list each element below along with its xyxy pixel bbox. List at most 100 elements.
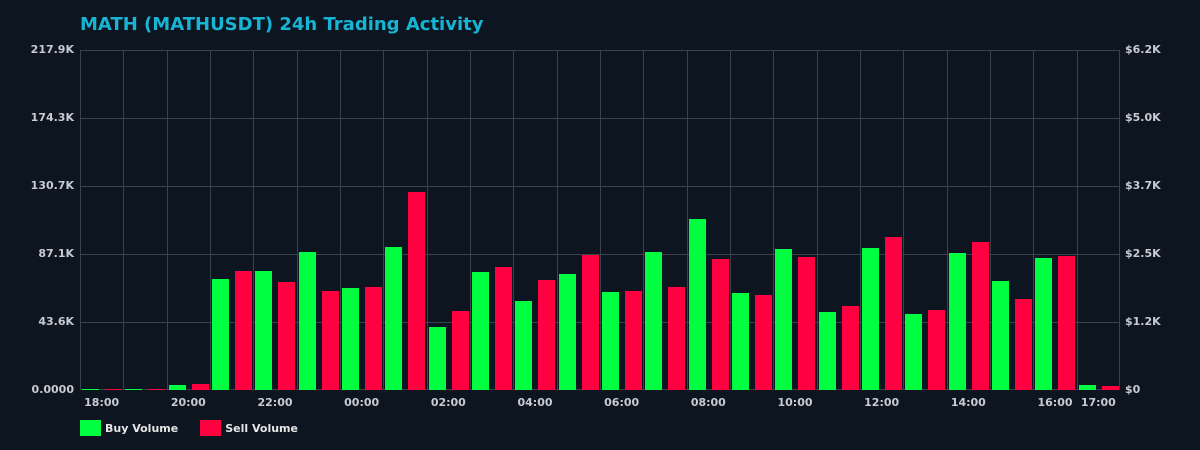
buy-volume-bar[interactable]	[299, 252, 316, 390]
sell-volume-bar[interactable]	[755, 295, 772, 390]
v-gridline	[167, 50, 168, 390]
sell-volume-bar[interactable]	[148, 389, 165, 390]
sell-volume-bar[interactable]	[1015, 299, 1032, 390]
v-gridline	[297, 50, 298, 390]
sell-volume-bar[interactable]	[928, 310, 945, 390]
v-gridline	[817, 50, 818, 390]
v-gridline	[210, 50, 211, 390]
sell-volume-bar[interactable]	[192, 384, 209, 390]
x-tick-label: 17:00	[1080, 396, 1116, 409]
x-tick-label: 16:00	[1037, 396, 1073, 409]
v-gridline	[687, 50, 688, 390]
buy-volume-bar[interactable]	[385, 247, 402, 390]
sell-volume-bar[interactable]	[625, 291, 642, 390]
buy-volume-bar[interactable]	[645, 252, 662, 390]
legend-item-sell[interactable]: Sell Volume	[200, 420, 300, 436]
sell-volume-bar[interactable]	[105, 389, 122, 390]
buy-volume-bar[interactable]	[775, 249, 792, 390]
v-gridline	[253, 50, 254, 390]
legend-label-buy: Buy Volume	[105, 421, 179, 435]
sell-volume-bar[interactable]	[452, 311, 469, 390]
sell-volume-bar[interactable]	[582, 255, 599, 390]
buy-volume-bar[interactable]	[1079, 385, 1096, 390]
buy-volume-bar[interactable]	[82, 389, 99, 390]
v-gridline	[947, 50, 948, 390]
sell-swatch-icon	[200, 420, 222, 436]
y-tick-left: 0.0000	[31, 383, 74, 396]
sell-volume-bar[interactable]	[972, 242, 989, 390]
buy-swatch-icon	[80, 420, 101, 436]
y-tick-right: $1.2K	[1125, 315, 1161, 328]
y-tick-left: 174.3K	[30, 111, 74, 124]
buy-volume-bar[interactable]	[472, 272, 489, 390]
v-gridline	[990, 50, 991, 390]
v-gridline	[383, 50, 384, 390]
v-gridline	[1033, 50, 1034, 390]
x-tick-label: 12:00	[864, 396, 900, 409]
buy-volume-bar[interactable]	[429, 327, 446, 390]
y-tick-right: $5.0K	[1125, 111, 1161, 124]
v-gridline	[1077, 50, 1078, 390]
sell-volume-bar[interactable]	[495, 267, 512, 390]
v-gridline	[427, 50, 428, 390]
y-tick-right: $0	[1125, 383, 1141, 396]
buy-volume-bar[interactable]	[819, 312, 836, 390]
v-gridline	[773, 50, 774, 390]
buy-volume-bar[interactable]	[689, 219, 706, 390]
x-tick-label: 22:00	[257, 396, 293, 409]
sell-volume-bar[interactable]	[235, 271, 252, 390]
sell-volume-bar[interactable]	[712, 259, 729, 390]
sell-volume-bar[interactable]	[322, 291, 339, 390]
sell-volume-bar[interactable]	[842, 306, 859, 390]
v-gridline	[123, 50, 124, 390]
sell-volume-bar[interactable]	[365, 287, 382, 390]
buy-volume-bar[interactable]	[862, 248, 879, 390]
v-gridline	[340, 50, 341, 390]
y-tick-right: $3.7K	[1125, 179, 1161, 192]
buy-volume-bar[interactable]	[905, 314, 922, 390]
x-tick-label: 18:00	[84, 396, 120, 409]
x-tick-label: 10:00	[777, 396, 813, 409]
y-tick-left: 43.6K	[38, 315, 74, 328]
sell-volume-bar[interactable]	[668, 287, 685, 390]
buy-volume-bar[interactable]	[1035, 258, 1052, 390]
y-tick-left: 130.7K	[30, 179, 74, 192]
v-gridline	[643, 50, 644, 390]
v-gridline	[730, 50, 731, 390]
legend-item-buy[interactable]: Buy Volume	[80, 420, 180, 436]
buy-volume-bar[interactable]	[125, 389, 142, 390]
buy-volume-bar[interactable]	[559, 274, 576, 390]
buy-volume-bar[interactable]	[212, 279, 229, 390]
buy-volume-bar[interactable]	[515, 301, 532, 390]
buy-volume-bar[interactable]	[732, 293, 749, 390]
buy-volume-bar[interactable]	[992, 281, 1009, 390]
sell-volume-bar[interactable]	[1058, 256, 1075, 390]
x-tick-label: 00:00	[344, 396, 380, 409]
sell-volume-bar[interactable]	[885, 237, 902, 390]
v-gridline	[903, 50, 904, 390]
sell-volume-bar[interactable]	[278, 282, 295, 390]
sell-volume-bar[interactable]	[408, 192, 425, 390]
buy-volume-bar[interactable]	[602, 292, 619, 390]
buy-volume-bar[interactable]	[342, 288, 359, 390]
x-tick-label: 14:00	[950, 396, 986, 409]
buy-volume-bar[interactable]	[949, 253, 966, 390]
sell-volume-bar[interactable]	[798, 257, 815, 390]
x-tick-label: 08:00	[690, 396, 726, 409]
v-gridline	[860, 50, 861, 390]
buy-volume-bar[interactable]	[255, 271, 272, 390]
sell-volume-bar[interactable]	[1102, 386, 1119, 390]
y-tick-right: $6.2K	[1125, 43, 1161, 56]
x-tick-label: 04:00	[517, 396, 553, 409]
v-gridline	[470, 50, 471, 390]
legend-label-sell: Sell Volume	[225, 421, 298, 435]
v-gridline	[557, 50, 558, 390]
sell-volume-bar[interactable]	[538, 280, 555, 390]
x-tick-label: 02:00	[430, 396, 466, 409]
plot-area	[80, 50, 1120, 390]
buy-volume-bar[interactable]	[169, 385, 186, 390]
y-tick-right: $2.5K	[1125, 247, 1161, 260]
v-gridline	[600, 50, 601, 390]
y-tick-left: 217.9K	[30, 43, 74, 56]
legend: Buy Volume Sell Volume	[80, 420, 320, 436]
